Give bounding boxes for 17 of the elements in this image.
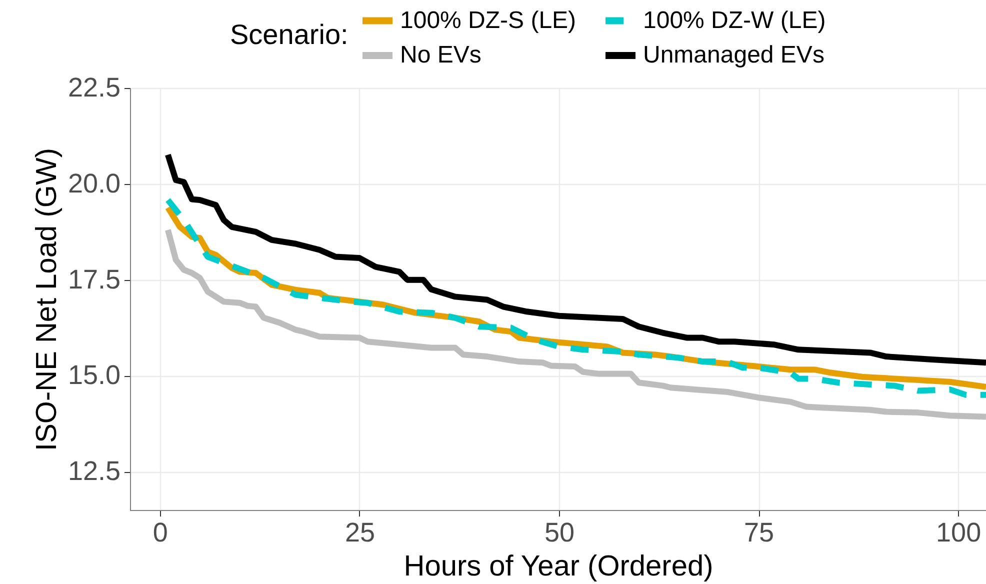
x-tick-label: 25	[344, 518, 375, 548]
x-axis-title: Hours of Year (Ordered)	[404, 550, 714, 582]
legend-label: 100% DZ-W (LE)	[643, 6, 826, 34]
x-tick-label: 100	[936, 518, 982, 548]
y-tick-label: 20.0	[68, 168, 120, 198]
y-tick-label: 15.0	[68, 360, 120, 390]
y-tick-label: 22.5	[68, 72, 120, 102]
y-tick-label: 17.5	[68, 264, 120, 294]
legend-label: Unmanaged EVs	[643, 42, 824, 68]
x-tick-label: 50	[544, 518, 575, 548]
y-tick-label: 12.5	[68, 456, 120, 486]
y-axis-title: ISO-NE Net Load (GW)	[30, 148, 63, 451]
x-tick-label: 75	[744, 518, 774, 548]
x-tick-label: 0	[152, 518, 168, 548]
legend-label: 100% DZ-S (LE)	[400, 6, 576, 34]
legend-title: Scenario:	[230, 19, 348, 50]
legend-label: No EVs	[400, 42, 482, 68]
